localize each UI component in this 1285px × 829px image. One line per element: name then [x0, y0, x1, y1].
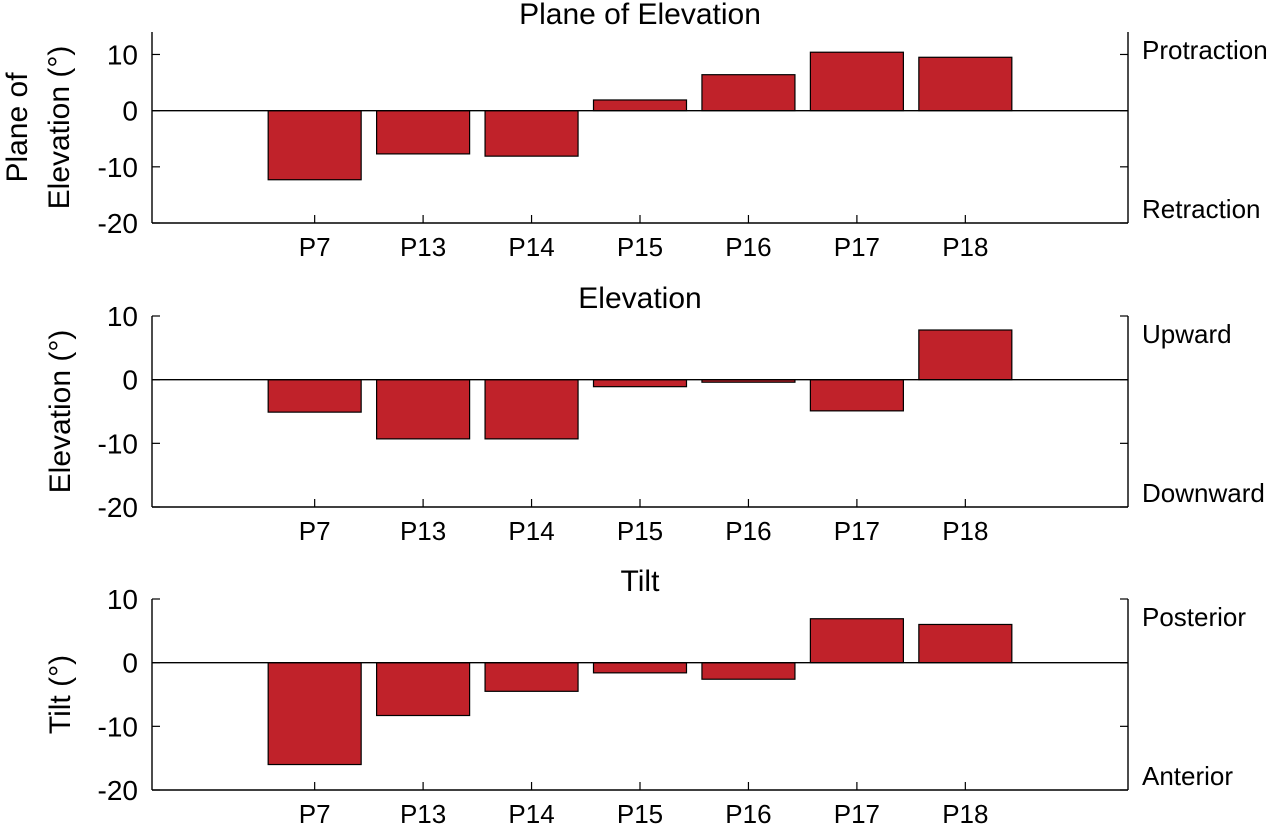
x-tick-label: P13	[400, 516, 446, 546]
bar-p7	[267, 379, 362, 413]
y-tick-label: 0	[122, 96, 138, 127]
x-tick-label: P7	[299, 516, 331, 546]
y-tick-label: -10	[98, 711, 138, 742]
right-label-bottom: Retraction	[1142, 194, 1261, 224]
x-tick-label: P14	[508, 516, 554, 546]
bar-p18	[918, 329, 1013, 381]
x-tick-label: P17	[834, 799, 880, 824]
bar-p7	[267, 662, 362, 766]
x-tick-label: P17	[834, 516, 880, 546]
right-label-bottom: Anterior	[1142, 761, 1233, 791]
y-tick-label: -20	[98, 208, 138, 239]
x-tick-label: P7	[299, 799, 331, 824]
x-tick-label: P17	[834, 232, 880, 262]
bar-p15	[592, 379, 688, 388]
y-tick-label: 0	[122, 648, 138, 679]
bar-p14	[484, 379, 579, 440]
x-tick-label: P18	[942, 516, 988, 546]
y-axis-label: Plane of	[1, 72, 34, 183]
y-tick-label: 0	[122, 365, 138, 396]
y-tick-label: -10	[98, 428, 138, 459]
y-tick-label: 10	[107, 584, 138, 615]
y-tick-label: 10	[107, 39, 138, 70]
bar-p13	[376, 379, 471, 440]
bar-p15	[592, 99, 688, 112]
bar-p14	[484, 662, 579, 692]
bar-p17	[809, 51, 904, 112]
panel-title: Tilt	[621, 565, 661, 598]
right-label-bottom: Downward	[1142, 478, 1265, 508]
x-tick-label: P18	[942, 232, 988, 262]
panel-title: Elevation	[578, 282, 701, 315]
x-tick-label: P14	[508, 232, 554, 262]
y-axis-label: Tilt (°)	[44, 655, 77, 734]
bar-p16	[701, 662, 796, 680]
bar-p16	[701, 74, 796, 112]
bar-p13	[376, 110, 471, 155]
y-axis-label: Elevation (°)	[44, 330, 77, 494]
x-tick-label: P16	[725, 232, 771, 262]
bar-p18	[918, 623, 1013, 664]
x-tick-label: P15	[617, 799, 663, 824]
right-label-top: Upward	[1142, 319, 1232, 349]
y-tick-label: -10	[98, 152, 138, 183]
y-tick-label: 10	[107, 301, 138, 332]
x-tick-label: P13	[400, 799, 446, 824]
x-tick-label: P15	[617, 516, 663, 546]
right-label-top: Protraction	[1142, 35, 1268, 65]
x-tick-label: P14	[508, 799, 554, 824]
y-tick-label: -20	[98, 775, 138, 806]
bar-p17	[809, 379, 904, 412]
bar-p18	[918, 56, 1013, 112]
bar-p17	[809, 618, 904, 664]
x-tick-label: P16	[725, 799, 771, 824]
panel-title: Plane of Elevation	[519, 0, 761, 31]
bar-p13	[376, 662, 471, 717]
y-axis-label: Elevation (°)	[43, 46, 76, 210]
bar-p14	[484, 110, 579, 157]
bar-p7	[267, 110, 362, 181]
x-tick-label: P16	[725, 516, 771, 546]
right-label-top: Posterior	[1142, 602, 1246, 632]
x-tick-label: P13	[400, 232, 446, 262]
bar-p15	[592, 662, 688, 674]
x-tick-label: P15	[617, 232, 663, 262]
y-tick-label: -20	[98, 492, 138, 523]
x-tick-label: P18	[942, 799, 988, 824]
x-tick-label: P7	[299, 232, 331, 262]
